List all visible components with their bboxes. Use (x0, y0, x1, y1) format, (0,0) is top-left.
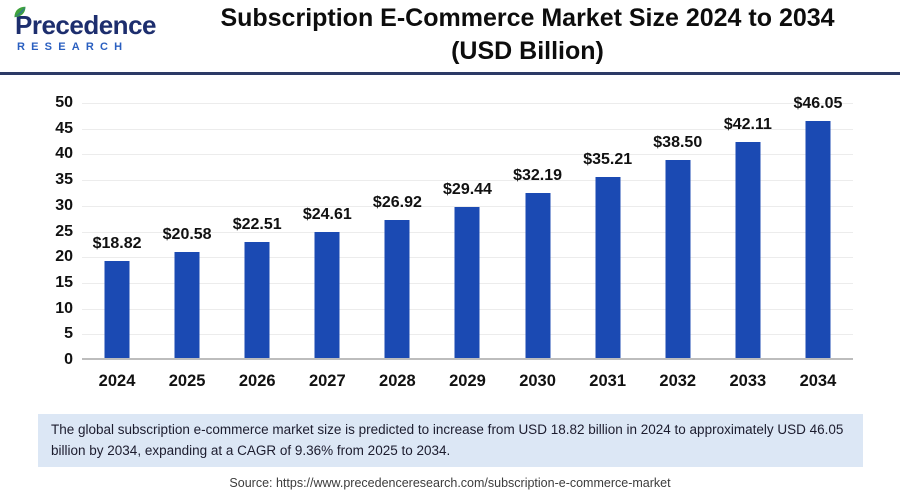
bar-column: $38.50 2032 (643, 103, 713, 390)
y-tick-label: 5 (64, 325, 73, 343)
page-title-line2: (USD Billion) (451, 37, 604, 65)
page-title-line1: Subscription E-Commerce Market Size 2024… (220, 4, 835, 32)
bar (595, 177, 621, 358)
bar-value-label: $26.92 (372, 193, 422, 211)
y-tick-label: 40 (55, 145, 73, 163)
x-tick-label: 2030 (519, 372, 556, 390)
summary-note-box: The global subscription e-commerce marke… (38, 414, 863, 467)
x-tick-label: 2025 (168, 372, 206, 390)
logo-brand-row: Precedence (14, 6, 156, 40)
y-tick-label: 20 (55, 248, 73, 266)
logo-brand-name: Precedence (15, 10, 156, 40)
x-tick-label: 2027 (308, 372, 346, 390)
x-tick-label: 2024 (98, 372, 136, 390)
bar-column: $18.82 2024 (82, 103, 152, 390)
x-tick-label: 2026 (238, 372, 276, 390)
source-line: Source: https://www.precedenceresearch.c… (229, 476, 671, 490)
x-tick-label: 2034 (799, 372, 837, 390)
x-tick-label: 2029 (449, 372, 486, 390)
bar-value-label: $29.44 (443, 180, 492, 198)
bar-column: $46.05 2034 (783, 95, 853, 390)
bar (665, 160, 691, 358)
y-tick-label: 45 (55, 119, 73, 137)
bar-column: $22.51 2026 (222, 103, 292, 390)
bar-column: $24.61 2027 (292, 103, 362, 390)
bar (805, 121, 831, 358)
y-tick-label: 25 (55, 222, 73, 240)
y-tick-label: 35 (55, 171, 73, 189)
bar-value-label: $42.11 (723, 115, 772, 133)
bar-column: $32.19 2030 (503, 103, 573, 390)
bar-column: $20.58 2025 (152, 103, 222, 390)
gridline (82, 180, 853, 182)
bar-value-label: $46.05 (793, 95, 843, 113)
gridline (82, 103, 853, 104)
bar-column: $26.92 2028 (362, 103, 432, 390)
y-tick-label: 50 (55, 94, 73, 111)
bar (525, 192, 551, 358)
header: Precedence RESEARCH Subscription E-Comme… (0, 0, 900, 72)
precedence-logo: Precedence RESEARCH (14, 6, 156, 53)
bar (384, 219, 410, 358)
x-tick-label: 2033 (729, 372, 767, 390)
gridline (82, 128, 853, 130)
bar-value-label: $20.58 (162, 226, 212, 244)
bar-value-label: $18.82 (92, 235, 142, 253)
bar (735, 141, 761, 358)
gridline (82, 205, 853, 207)
bar-chart-plot-area: 0 5 10 15 20 25 30 35 40 45 50 $18.82 2024 $20.58 2025… (55, 94, 853, 390)
y-tick-label: 0 (64, 351, 73, 368)
bar-value-label: $32.19 (513, 166, 563, 184)
bar-value-label: $38.50 (653, 134, 703, 152)
bar (104, 261, 130, 358)
y-tick-label: 15 (55, 273, 73, 291)
bar-value-label: $24.61 (302, 205, 352, 223)
x-tick-label: 2031 (589, 372, 627, 390)
y-tick-label: 10 (55, 299, 73, 317)
bar-column: $29.44 2029 (432, 103, 502, 390)
page-title: Subscription E-Commerce Market Size 2024… (160, 2, 895, 68)
bar (314, 231, 340, 358)
bar-value-label: $35.21 (583, 151, 633, 169)
bar (244, 242, 270, 358)
bar (454, 206, 480, 358)
leaf-icon (13, 6, 27, 25)
y-tick-label: 30 (55, 196, 73, 214)
bar-column: $42.11 2033 (713, 103, 783, 390)
gridline (82, 154, 853, 156)
bar-column: $35.21 2031 (573, 103, 643, 390)
x-tick-label: 2028 (379, 372, 416, 390)
summary-note-text: The global subscription e-commerce marke… (51, 422, 844, 458)
bar-value-label: $22.51 (232, 216, 282, 234)
bar (174, 252, 200, 358)
x-tick-label: 2032 (659, 372, 697, 390)
logo-brand-subname: RESEARCH (17, 41, 129, 53)
header-divider (0, 72, 900, 75)
